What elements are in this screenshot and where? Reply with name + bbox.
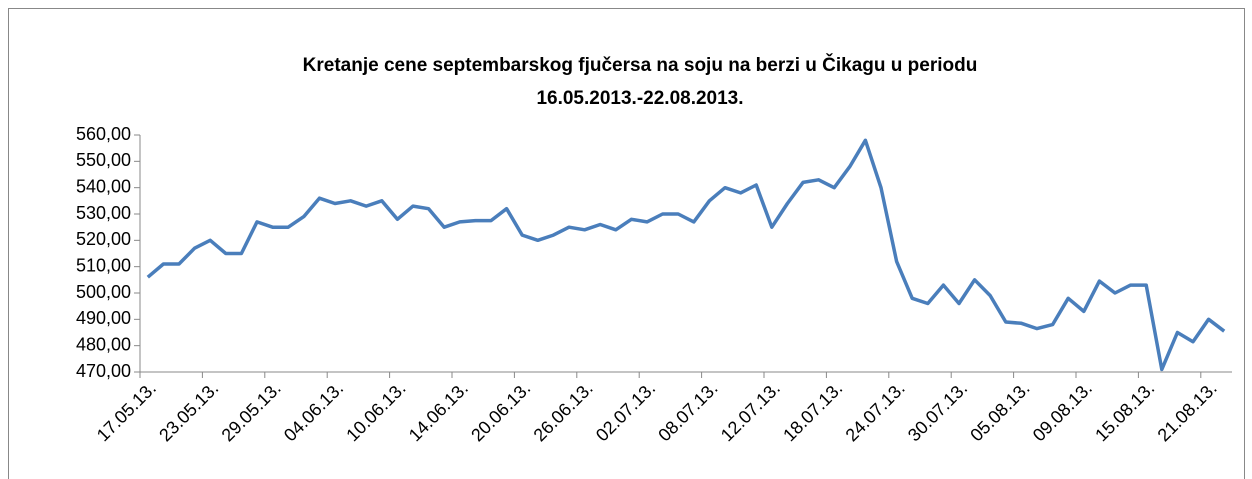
y-tick-label: 530,00 <box>76 203 131 223</box>
chart-title: Kretanje cene septembarskog fjučersa na … <box>303 54 978 76</box>
y-tick-label: 540,00 <box>76 176 131 196</box>
y-tick-label: 500,00 <box>76 282 131 302</box>
y-tick-label: 490,00 <box>76 308 131 328</box>
chart-subtitle: 16.05.2013.-22.08.2013. <box>536 88 743 109</box>
y-tick-label: 510,00 <box>76 255 131 275</box>
line-series <box>146 138 1226 372</box>
y-tick-label: 480,00 <box>76 334 131 354</box>
y-tick-label: 470,00 <box>76 361 131 381</box>
y-tick-label: 560,00 <box>76 124 131 144</box>
y-tick-label: 550,00 <box>76 150 131 170</box>
y-tick-label: 520,00 <box>76 229 131 249</box>
